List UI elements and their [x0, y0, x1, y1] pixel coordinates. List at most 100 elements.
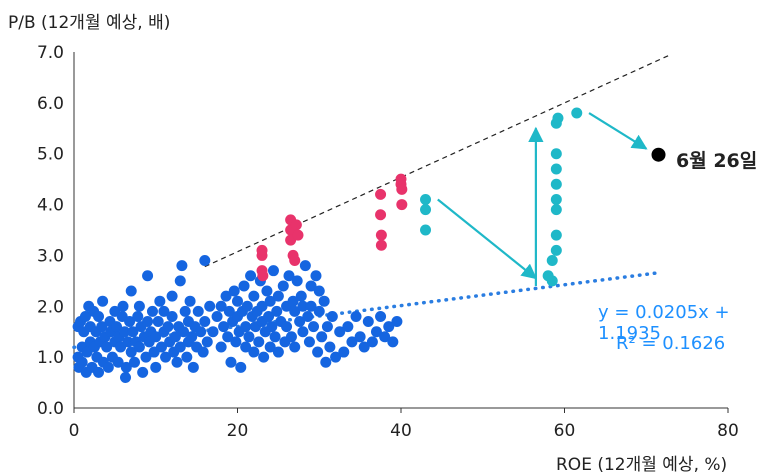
data-point-blue [125, 346, 137, 358]
data-point-teal [420, 224, 432, 236]
data-point-teal [420, 204, 432, 216]
data-point-blue [228, 285, 240, 297]
data-point-teal [550, 204, 562, 216]
data-point-blue [122, 336, 134, 348]
data-point-blue [264, 295, 276, 307]
data-point-blue [192, 305, 204, 317]
data-point-blue [184, 295, 196, 307]
x-tick-label: 60 [554, 421, 576, 441]
data-point-blue [313, 305, 325, 317]
data-point-teal [550, 229, 562, 241]
data-point-blue [174, 275, 186, 287]
data-point-blue [142, 270, 154, 282]
data-point-blue [218, 321, 230, 333]
y-tick-label: 0.0 [37, 399, 64, 419]
data-point-teal [546, 275, 558, 287]
data-point-blue [93, 366, 105, 378]
data-point-blue [358, 341, 370, 353]
data-point-pink [289, 255, 301, 267]
data-point-pink [396, 183, 408, 195]
data-point-blue [79, 310, 91, 322]
data-point-blue [171, 356, 183, 368]
data-point-blue [179, 305, 191, 317]
data-point-blue [302, 310, 314, 322]
data-point-pink [292, 229, 304, 241]
data-point-blue [305, 280, 317, 292]
data-point-blue [133, 300, 145, 312]
data-point-blue [232, 295, 243, 307]
data-point-blue [305, 300, 317, 312]
data-point-blue [128, 356, 140, 368]
data-point-blue [291, 275, 303, 287]
data-point-blue [379, 331, 391, 343]
data-point-blue [197, 346, 209, 358]
data-point-pink [375, 209, 387, 221]
data-point-pink [375, 188, 387, 200]
data-point-teal [550, 148, 562, 160]
highlight-point [651, 147, 666, 162]
data-point-blue [342, 321, 354, 333]
data-point-blue [370, 326, 382, 338]
data-point-blue [133, 341, 145, 353]
data-point-blue [243, 331, 255, 343]
data-point-blue [245, 270, 257, 282]
data-point-blue [230, 336, 242, 348]
y-tick-label: 1.0 [37, 348, 64, 368]
trendline-r2: R² = 0.1626 [616, 333, 726, 354]
data-point-teal [420, 193, 432, 205]
y-tick-label: 7.0 [37, 43, 64, 63]
x-axis-label: ROE (12개월 예상, %) [556, 455, 728, 475]
data-point-blue [215, 300, 227, 312]
data-point-blue [308, 321, 320, 333]
data-point-blue [215, 341, 227, 353]
data-point-blue [277, 280, 289, 292]
data-point-blue [297, 300, 309, 312]
y-tick-label: 4.0 [37, 196, 64, 216]
data-point-blue [238, 280, 250, 292]
data-point-blue [310, 270, 322, 282]
data-point-blue [264, 341, 276, 353]
data-point-blue [162, 321, 174, 333]
data-point-blue [97, 295, 109, 307]
data-point-blue [338, 346, 350, 358]
data-point-blue [211, 310, 223, 322]
data-point-blue [93, 310, 105, 322]
data-point-blue [297, 326, 309, 338]
data-point-blue [225, 356, 237, 368]
data-point-blue [112, 356, 124, 368]
data-point-blue [269, 331, 281, 343]
data-point-blue [287, 295, 299, 307]
data-point-blue [362, 316, 374, 328]
y-tick-label: 6.0 [37, 94, 64, 114]
data-point-blue [289, 305, 301, 317]
x-tick-label: 0 [69, 421, 80, 441]
data-point-blue [271, 305, 283, 317]
data-point-blue [127, 326, 139, 338]
y-axis-label: P/B (12개월 예상, 배) [8, 13, 171, 33]
data-point-blue [248, 346, 260, 358]
data-point-blue [220, 290, 232, 302]
data-point-blue [199, 255, 211, 267]
data-point-blue [241, 300, 253, 312]
data-point-blue [391, 316, 403, 328]
data-point-blue [181, 351, 193, 363]
data-point-blue [350, 310, 362, 322]
data-point-blue [146, 305, 158, 317]
data-point-blue [383, 321, 395, 333]
data-point-blue [166, 310, 178, 322]
data-point-blue [272, 290, 284, 302]
data-point-blue [102, 361, 114, 373]
data-point-teal [552, 112, 564, 124]
data-point-blue [169, 331, 181, 343]
data-point-blue [366, 336, 378, 348]
data-point-blue [346, 336, 358, 348]
data-point-pink [256, 244, 268, 256]
trend-arrow [437, 198, 538, 280]
data-point-blue [266, 321, 278, 333]
data-point-blue [375, 310, 387, 322]
data-point-blue [207, 326, 219, 338]
data-point-blue [235, 361, 247, 373]
tick-labels: 0.0 1.0 2.0 3.0 4.0 5.0 6.0 7.0 0 20 40 60 80 [37, 43, 739, 441]
data-point-blue [295, 290, 307, 302]
